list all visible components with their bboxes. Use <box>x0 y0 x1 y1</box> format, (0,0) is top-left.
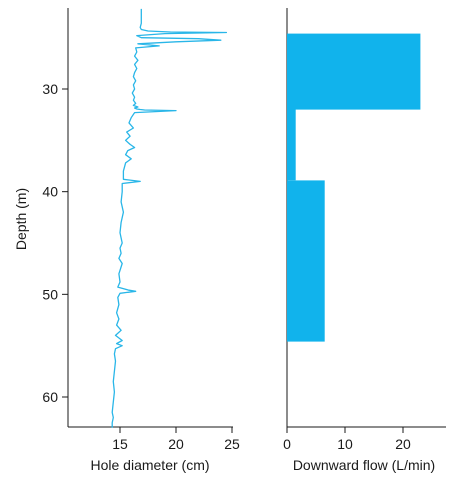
flow-bar <box>287 33 421 110</box>
hole-diameter-line <box>111 8 228 428</box>
right-x-tick-label: 10 <box>337 436 353 452</box>
left-y-tick-label: 50 <box>42 286 58 302</box>
flow-bars <box>287 33 421 342</box>
left-y-ticks: 30 40 50 60 <box>42 81 68 405</box>
left-x-tick-label: 20 <box>168 436 184 452</box>
left-x-axis-label: Hole diameter (cm) <box>90 457 209 473</box>
flow-bar <box>287 180 325 342</box>
right-x-ticks: 0 10 20 <box>283 427 411 452</box>
left-x-tick-label: 25 <box>224 436 240 452</box>
left-x-ticks: 15 20 25 <box>112 427 240 452</box>
right-panel: 0 10 20 Downward flow (L/min) <box>283 8 446 473</box>
right-x-axis-label: Downward flow (L/min) <box>293 457 435 473</box>
left-y-tick-label: 30 <box>42 81 58 97</box>
left-y-tick-label: 40 <box>42 184 58 200</box>
left-panel: 30 40 50 60 15 20 25 Depth (m) Hole diameter … <box>13 8 240 473</box>
right-x-tick-label: 0 <box>283 436 291 452</box>
flow-bar <box>287 109 296 181</box>
left-x-tick-label: 15 <box>112 436 128 452</box>
right-x-tick-label: 20 <box>395 436 411 452</box>
left-y-tick-label: 60 <box>42 389 58 405</box>
left-y-axis-label: Depth (m) <box>13 188 29 250</box>
